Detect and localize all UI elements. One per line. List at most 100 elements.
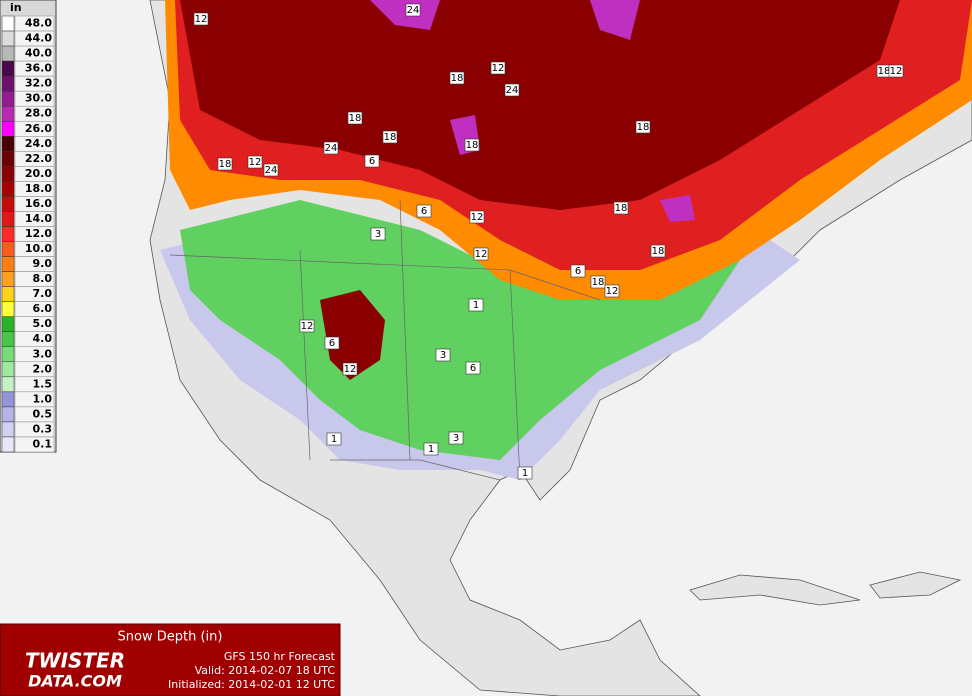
contour-label: 3 — [375, 229, 381, 240]
contour-label: 6 — [470, 363, 476, 374]
legend-label: 2.0 — [33, 362, 53, 375]
border — [169, 199, 601, 481]
legend-swatch — [1, 75, 15, 92]
legend-swatch — [1, 90, 15, 107]
contour-label: 1 — [473, 300, 479, 311]
contour-label-box — [468, 298, 484, 312]
legend-label-box — [14, 436, 55, 453]
legend-label: 48.0 — [25, 17, 52, 30]
legend-swatch — [1, 120, 15, 137]
contour-label: 3 — [453, 433, 459, 444]
contour-label-box — [504, 83, 520, 97]
contour-label: 12 — [492, 63, 505, 74]
logo-line2: DATA.COM — [28, 672, 122, 691]
contour-label-box — [247, 155, 263, 169]
contour-label-box — [490, 61, 506, 75]
contour-label: 18 — [219, 159, 232, 170]
legend-swatch — [1, 226, 15, 242]
contour-label: 1 — [331, 434, 337, 445]
contour-label: 6 — [369, 156, 375, 167]
legend-unit: in — [10, 1, 22, 14]
legend-label: 32.0 — [25, 77, 52, 90]
legend-swatch — [1, 286, 15, 302]
contour-label: 1 — [522, 468, 528, 479]
info-box — [0, 623, 341, 696]
contour-label-box — [299, 319, 315, 333]
contour-label: 18 — [637, 122, 650, 133]
contour-label: 1 — [428, 444, 434, 455]
contour-label: 3 — [440, 350, 446, 361]
legend-swatch — [1, 211, 15, 227]
contour-label-box — [464, 138, 480, 152]
legend-swatch — [1, 421, 15, 438]
legend-label: 44.0 — [25, 32, 52, 45]
contour-label-box — [217, 157, 233, 171]
logo-line1: TWISTER — [25, 649, 125, 673]
contour-label-box — [193, 12, 209, 26]
island — [689, 574, 861, 606]
contour-label-box — [382, 130, 398, 144]
legend-swatch — [1, 271, 15, 287]
legend-label: 1.0 — [33, 392, 53, 405]
snow-light — [180, 200, 760, 460]
legend-label: 12.0 — [25, 227, 52, 240]
legend-label: 36.0 — [25, 62, 52, 75]
contour-label-box — [888, 64, 904, 78]
contour-label-box — [613, 201, 629, 215]
contour-label-box — [324, 336, 340, 350]
legend-swatch — [1, 196, 15, 212]
legend-label: 6.0 — [33, 302, 53, 315]
legend-label: 30.0 — [25, 92, 52, 105]
contour-label: 18 — [652, 246, 665, 257]
legend-label: 40.0 — [25, 47, 52, 60]
contour-label: 6 — [329, 338, 335, 349]
legend-label: 28.0 — [25, 107, 52, 120]
legend-label: 7.0 — [33, 287, 53, 300]
contour-label-box — [347, 111, 363, 125]
contour-label-box — [604, 284, 620, 298]
contour-label-box — [323, 141, 339, 155]
snow-deep — [180, 0, 900, 210]
info-panel: Snow Depth (in) TWISTER DATA.COM GFS 150… — [0, 623, 341, 696]
info-title: Snow Depth (in) — [118, 630, 223, 645]
contour-label: 12 — [890, 66, 903, 77]
valid-time: Valid: 2014-02-07 18 UTC — [195, 664, 336, 677]
contour-label-box — [590, 275, 606, 289]
legend-label: 1.5 — [33, 377, 53, 390]
legend-label: 4.0 — [33, 332, 53, 345]
legend-swatch — [1, 406, 15, 423]
contour-label-box — [364, 154, 380, 168]
contour-label: 12 — [301, 321, 314, 332]
contour-label-box — [405, 3, 421, 17]
legend-swatch — [1, 15, 15, 32]
legend-label: 18.0 — [25, 182, 52, 195]
legend-swatch — [1, 30, 15, 47]
legend-label: 3.0 — [33, 347, 53, 360]
contour-label: 12 — [249, 157, 262, 168]
contour-label: 24 — [506, 85, 519, 96]
legend-swatch — [1, 45, 15, 62]
legend-swatch — [1, 181, 15, 197]
legend-label: 0.3 — [33, 422, 53, 435]
contour-label: 18 — [451, 73, 464, 84]
contour-label-box — [416, 204, 432, 218]
contour-label-box — [465, 361, 481, 375]
island — [869, 571, 962, 599]
contour-label-box — [423, 442, 439, 456]
contour-label-box — [449, 71, 465, 85]
contour-label: 12 — [606, 286, 619, 297]
snow-very-deep — [660, 195, 695, 222]
contour-label: 24 — [325, 143, 338, 154]
legend-label: 5.0 — [33, 317, 53, 330]
legend-swatch — [1, 301, 15, 317]
legend-swatch — [1, 391, 15, 408]
contour-label: 24 — [407, 5, 420, 16]
contour-label: 18 — [592, 277, 605, 288]
legend-swatch — [1, 346, 15, 363]
contour-label-box — [435, 348, 451, 362]
contour-label: 18 — [384, 132, 397, 143]
contour-label-box — [635, 120, 651, 134]
